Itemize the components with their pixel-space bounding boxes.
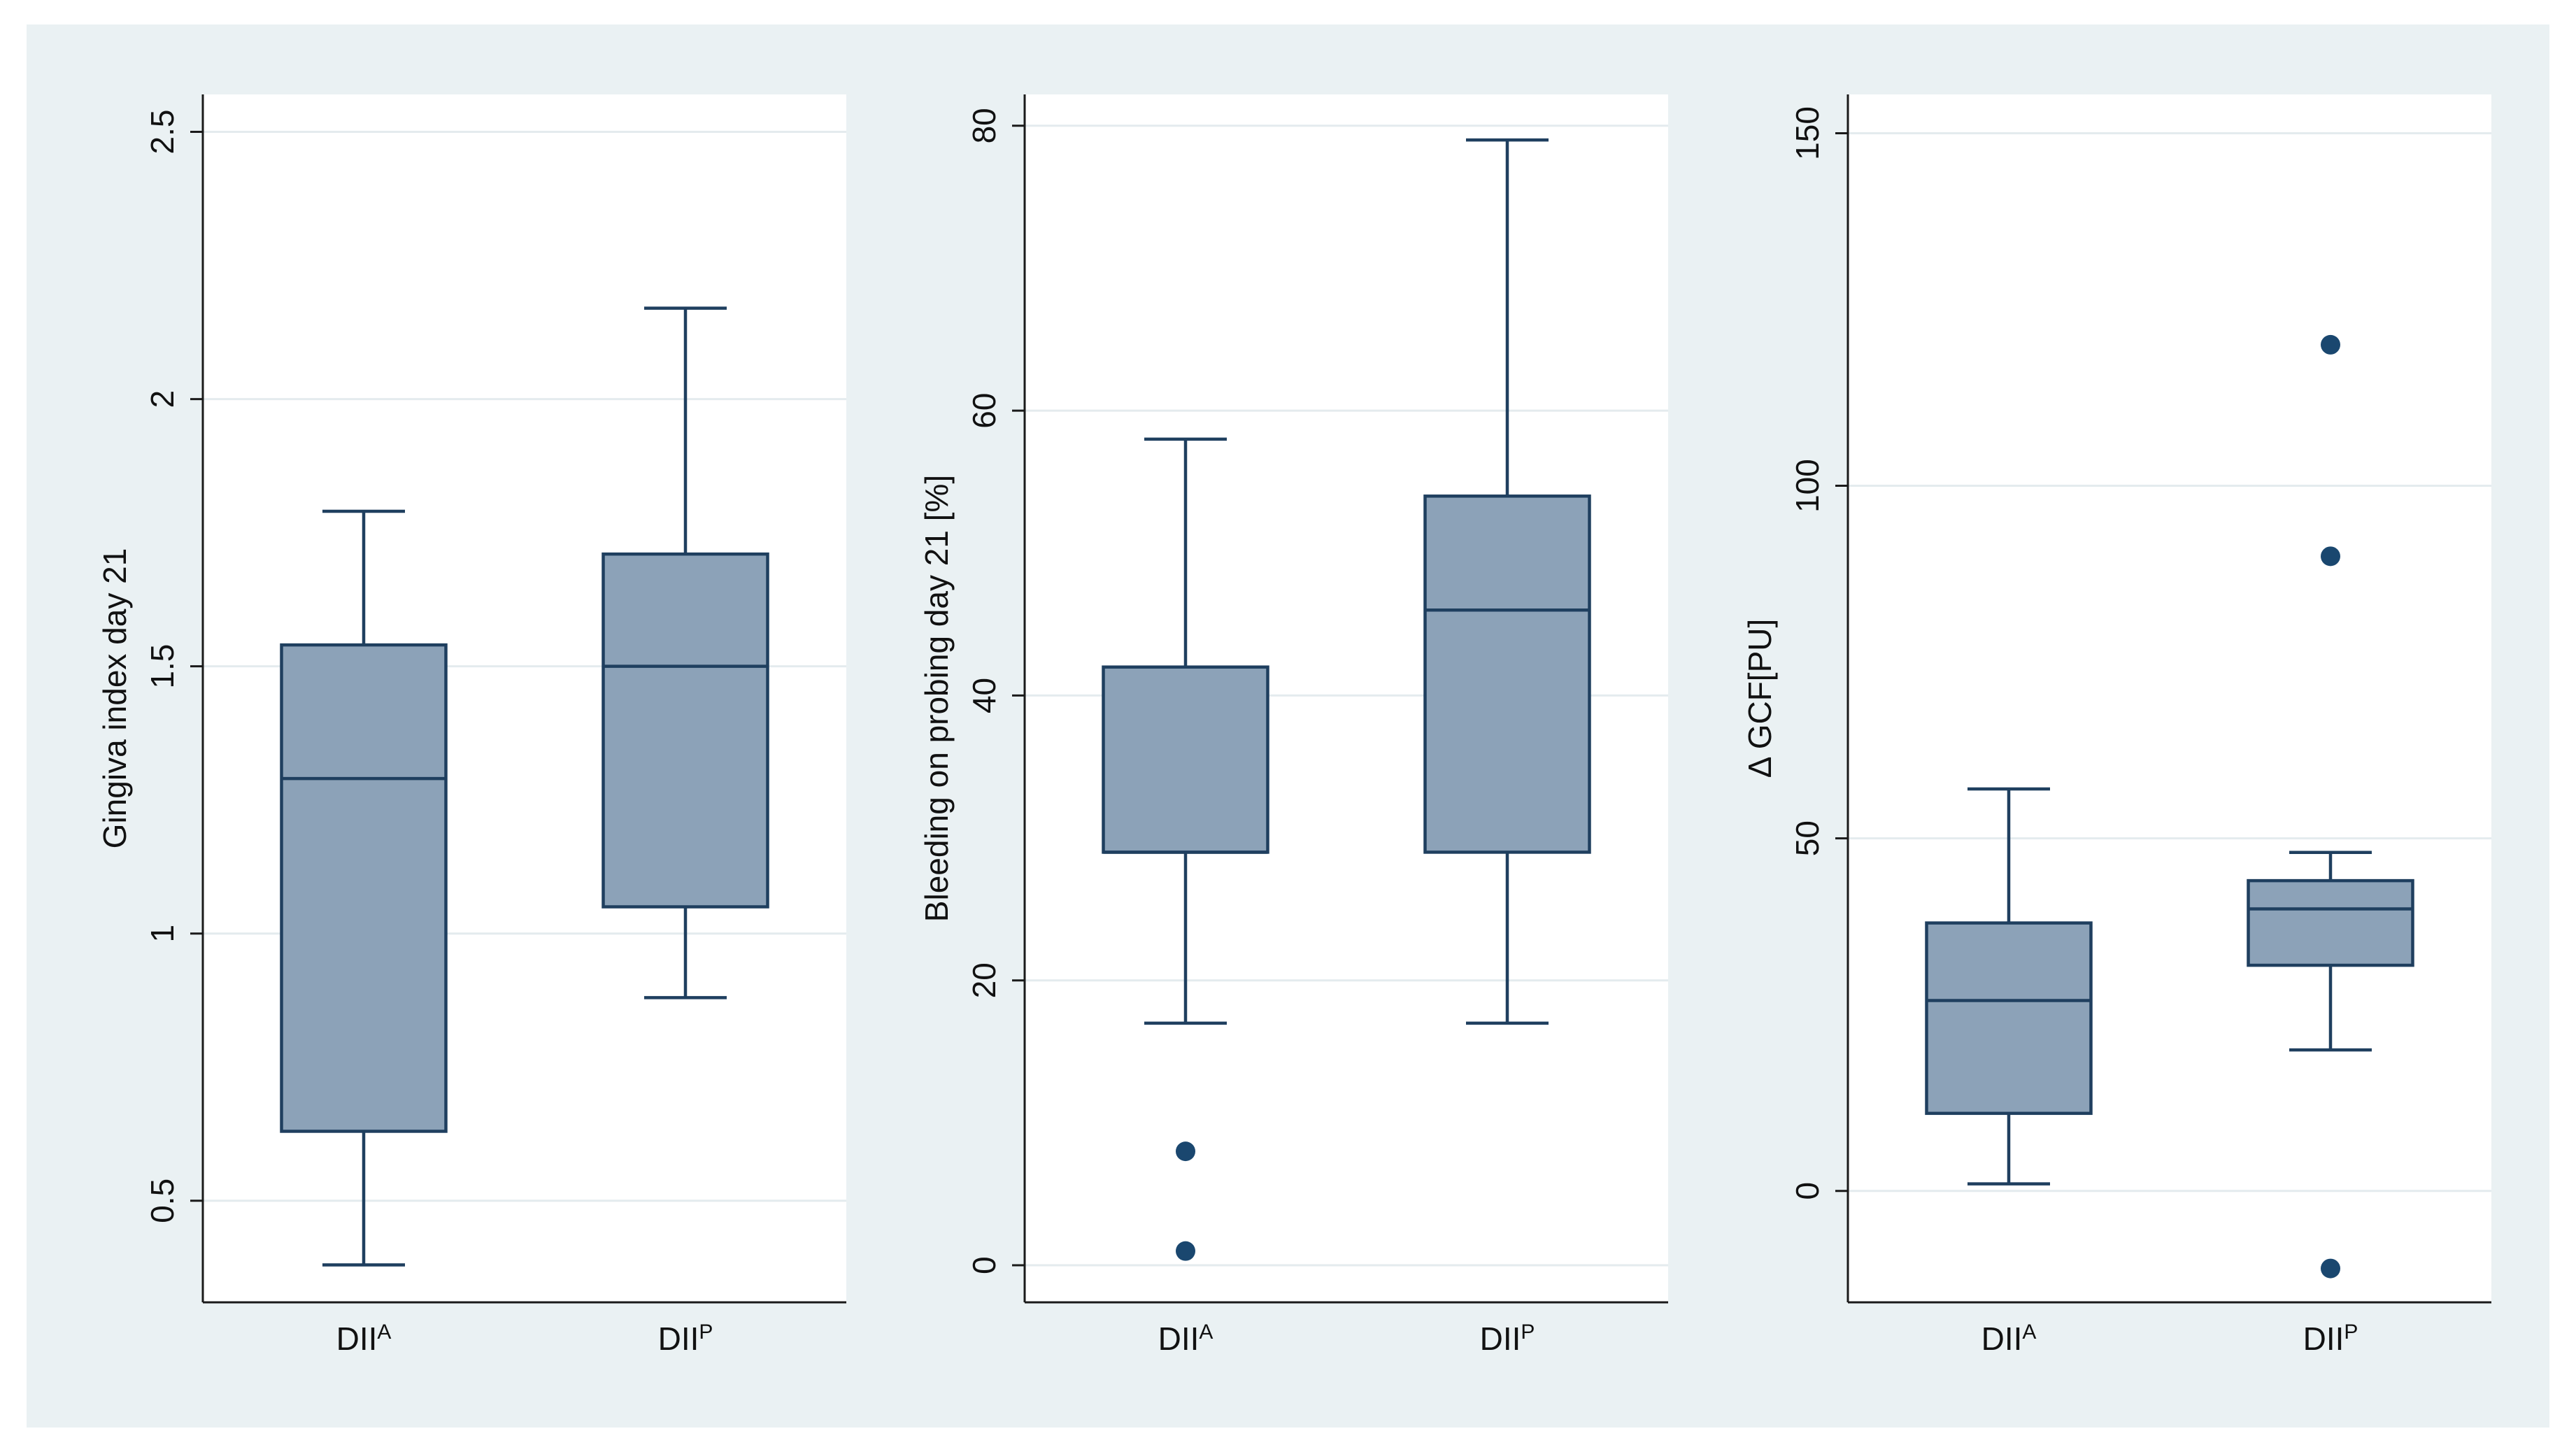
outlier-point-1 (2321, 546, 2340, 567)
x-tick-label-dii-p: DIIP (1480, 1321, 1535, 1357)
y-ticks: 0 50 100 150 (1789, 106, 1848, 1200)
y-axis-label: Bleeding on probing day 21 [%] (918, 475, 955, 922)
y-tick-label-2: 1.5 (144, 644, 180, 689)
box-group-dii-a (1925, 787, 2093, 1186)
gridlines (1848, 131, 2491, 1193)
iqr-box (1102, 665, 1269, 854)
box-group-dii-p (1423, 138, 1591, 1025)
outlier-point-0 (2321, 334, 2340, 355)
y-tick-label-1: 50 (1789, 820, 1826, 856)
y-axis-label: Δ GCF[PU] (1742, 619, 1778, 778)
y-ticks: 0 20 40 60 80 (966, 108, 1025, 1274)
y-tick-label-4: 80 (966, 108, 1002, 143)
box-group-dii-p (602, 306, 769, 999)
y-tick-label-3: 150 (1789, 106, 1826, 160)
boxplots (1925, 334, 2414, 1279)
y-tick-label-2: 40 (966, 678, 1002, 713)
y-tick-label-3: 2 (144, 390, 180, 408)
panel-bleeding-on-probing: 0 20 40 60 80 Bleeding on probing day 21 [%]… (918, 94, 1668, 1357)
y-tick-label-1: 20 (966, 962, 1002, 998)
y-tick-label-4: 2.5 (144, 110, 180, 155)
boxplots (280, 306, 769, 1267)
x-tick-label-dii-a: DIIA (1981, 1321, 2037, 1357)
panel-delta-gcf: 0 50 100 150 Δ GCF[PU] DIIA DIIP (1742, 94, 2491, 1357)
x-tick-label-dii-p: DIIP (658, 1321, 713, 1357)
iqr-box (280, 643, 448, 1133)
y-tick-label-0: 0.5 (144, 1179, 180, 1223)
outlier-point-1 (1176, 1241, 1195, 1261)
iqr-box (1423, 494, 1591, 854)
box-group-dii-p (2247, 334, 2414, 1279)
boxplots (1102, 138, 1591, 1261)
iqr-box (1925, 921, 2093, 1116)
y-tick-label-0: 0 (966, 1256, 1002, 1274)
y-ticks: 0.5 1 1.5 2 2.5 (144, 110, 203, 1223)
iqr-box (602, 552, 769, 909)
plot-area (1848, 94, 2491, 1302)
x-tick-label-dii-p: DIIP (2303, 1321, 2358, 1357)
outlier-point-2 (2321, 1258, 2340, 1279)
y-tick-label-2: 100 (1789, 459, 1826, 513)
y-tick-label-3: 60 (966, 393, 1002, 429)
y-axis-label: Gingiva index day 21 (97, 548, 133, 849)
y-tick-label-0: 0 (1789, 1182, 1826, 1200)
x-tick-label-dii-a: DIIA (1158, 1321, 1214, 1357)
iqr-box (2247, 878, 2414, 967)
panel-gingiva-index: 0.5 1 1.5 2 2.5 Gingiva index day 21 DIIA DI… (97, 94, 846, 1357)
outlier-point-0 (1176, 1141, 1195, 1162)
x-tick-label-dii-a: DIIA (336, 1321, 392, 1357)
box-group-dii-a (1102, 437, 1269, 1261)
y-tick-label-1: 1 (144, 925, 180, 943)
box-group-dii-a (280, 509, 448, 1267)
